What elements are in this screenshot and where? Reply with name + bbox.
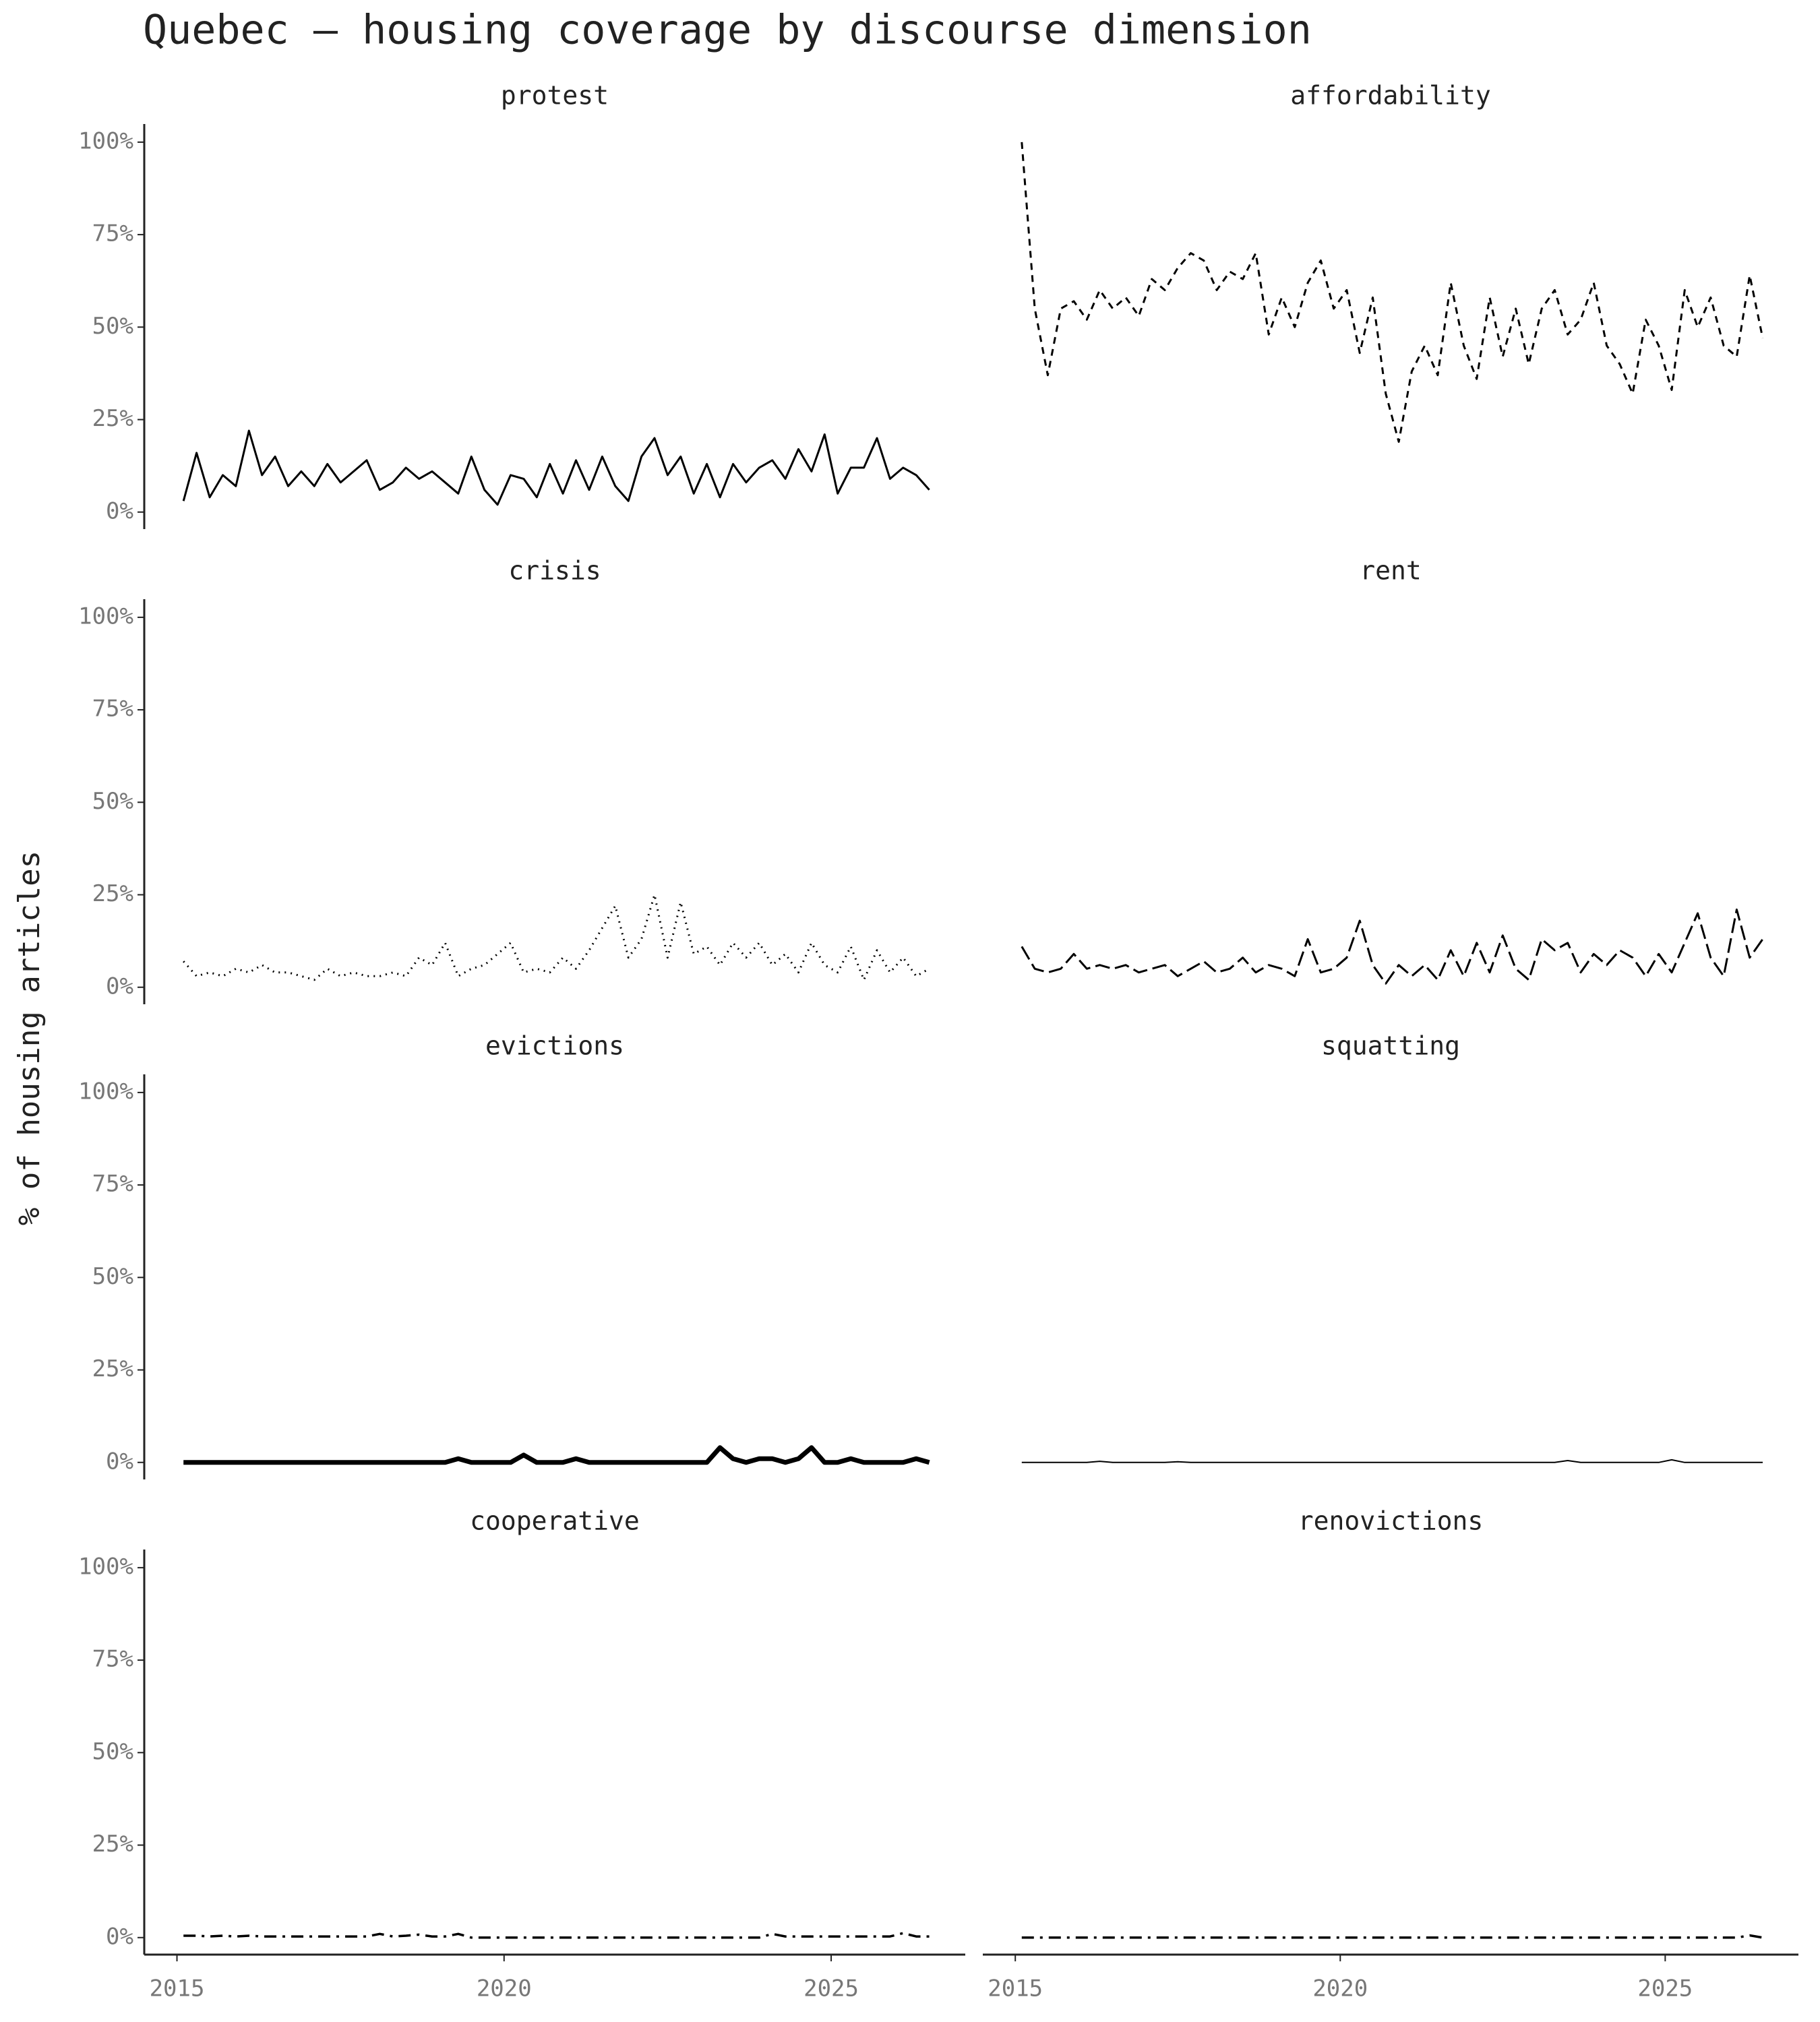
strip-title: squatting — [1321, 1031, 1460, 1061]
x-tick-label: 2015 — [988, 1975, 1043, 2002]
y-tick-label: 75% — [92, 696, 133, 723]
y-tick-label: 50% — [92, 1263, 133, 1290]
strip-title: cooperative — [470, 1506, 640, 1536]
strip-title: evictions — [485, 1031, 624, 1061]
y-tick-label: 100% — [78, 127, 133, 154]
y-tick-label: 75% — [92, 1646, 133, 1673]
series-line — [183, 1445, 930, 1465]
y-axis-label: % of housing articles — [12, 851, 47, 1225]
series-line — [1021, 1934, 1763, 1939]
strip-title: renovictions — [1298, 1506, 1484, 1536]
series-line — [182, 429, 930, 506]
chart-title: Quebec — housing coverage by discourse d… — [143, 7, 1312, 54]
y-tick-label: 50% — [92, 1738, 133, 1765]
series-line — [1021, 142, 1764, 443]
series-line — [1021, 1459, 1763, 1463]
y-tick-label: 0% — [106, 973, 133, 1000]
series-line — [183, 894, 930, 981]
y-tick-label: 0% — [106, 1923, 133, 1950]
y-tick-label: 50% — [92, 788, 133, 815]
y-tick-label: 50% — [92, 313, 133, 340]
y-tick-label: 25% — [92, 1831, 133, 1858]
strip-title: crisis — [508, 556, 601, 586]
y-tick-label: 75% — [92, 220, 133, 247]
y-tick-label: 100% — [78, 1078, 133, 1105]
y-tick-label: 25% — [92, 405, 133, 432]
strip-title: affordability — [1290, 81, 1490, 111]
series-line — [183, 1932, 930, 1939]
x-tick-label: 2020 — [477, 1975, 532, 2002]
x-tick-label: 2025 — [803, 1975, 859, 2002]
x-tick-label: 2025 — [1637, 1975, 1693, 2002]
series-line — [1021, 909, 1764, 985]
x-tick-label: 2020 — [1312, 1975, 1368, 2002]
y-tick-label: 0% — [106, 497, 133, 524]
y-tick-label: 25% — [92, 880, 133, 907]
y-tick-label: 25% — [92, 1355, 133, 1382]
y-tick-label: 100% — [78, 1553, 133, 1580]
y-tick-label: 100% — [78, 603, 133, 630]
y-tick-label: 0% — [106, 1448, 133, 1475]
y-tick-label: 75% — [92, 1171, 133, 1198]
strip-title: rent — [1360, 556, 1422, 586]
x-tick-label: 2015 — [150, 1975, 205, 2002]
strip-title: protest — [501, 81, 609, 111]
